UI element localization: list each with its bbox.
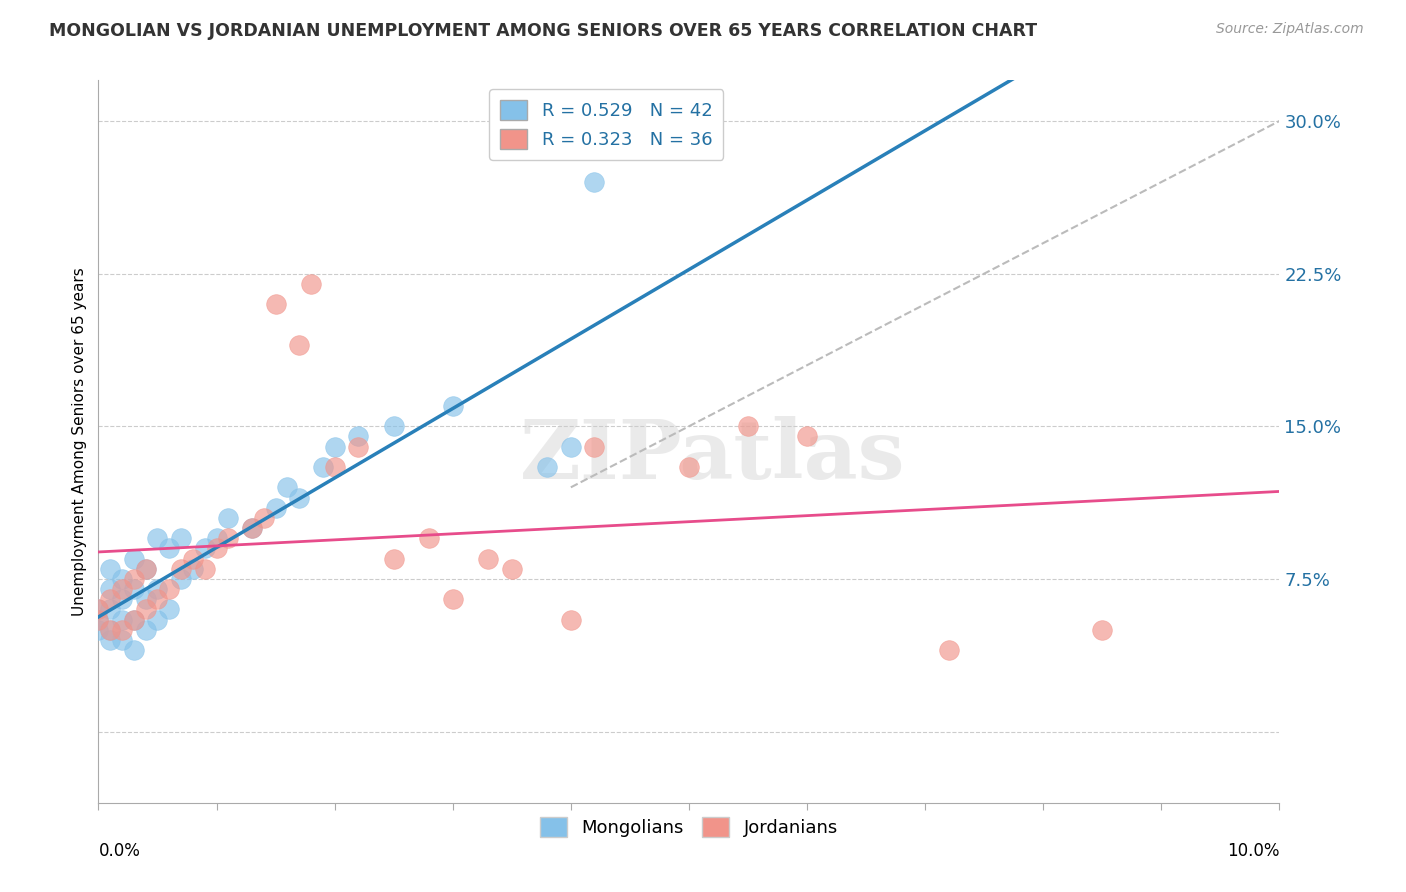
Point: [157, 541, 180, 556]
Point: [111, 582, 134, 596]
Point: [796, 429, 818, 443]
Point: [560, 440, 582, 454]
Point: [264, 297, 287, 311]
Point: [98, 592, 121, 607]
Point: [111, 572, 134, 586]
Point: [264, 500, 287, 515]
Point: [170, 531, 193, 545]
Text: Source: ZipAtlas.com: Source: ZipAtlas.com: [1216, 22, 1364, 37]
Point: [122, 613, 145, 627]
Point: [418, 531, 440, 545]
Point: [205, 541, 228, 556]
Point: [135, 562, 157, 576]
Point: [87, 613, 110, 627]
Point: [122, 643, 145, 657]
Point: [382, 419, 405, 434]
Point: [98, 623, 121, 637]
Point: [194, 562, 217, 576]
Point: [382, 551, 405, 566]
Point: [87, 602, 110, 616]
Point: [536, 460, 558, 475]
Y-axis label: Unemployment Among Seniors over 65 years: Unemployment Among Seniors over 65 years: [72, 268, 87, 615]
Point: [98, 602, 121, 616]
Point: [1091, 623, 1114, 637]
Point: [253, 511, 276, 525]
Point: [477, 551, 499, 566]
Point: [146, 613, 169, 627]
Point: [560, 613, 582, 627]
Point: [98, 623, 121, 637]
Point: [87, 623, 110, 637]
Point: [135, 602, 157, 616]
Point: [146, 531, 169, 545]
Point: [111, 613, 134, 627]
Point: [98, 582, 121, 596]
Point: [122, 572, 145, 586]
Point: [347, 429, 370, 443]
Point: [111, 623, 134, 637]
Point: [87, 602, 110, 616]
Point: [240, 521, 263, 535]
Point: [288, 338, 311, 352]
Point: [146, 582, 169, 596]
Text: 10.0%: 10.0%: [1227, 842, 1279, 860]
Point: [98, 562, 121, 576]
Point: [135, 592, 157, 607]
Text: 0.0%: 0.0%: [98, 842, 141, 860]
Point: [135, 562, 157, 576]
Point: [135, 623, 157, 637]
Point: [583, 440, 606, 454]
Point: [678, 460, 700, 475]
Point: [87, 613, 110, 627]
Point: [299, 277, 322, 291]
Point: [240, 521, 263, 535]
Point: [157, 582, 180, 596]
Point: [98, 632, 121, 647]
Point: [194, 541, 217, 556]
Point: [111, 592, 134, 607]
Point: [323, 440, 346, 454]
Point: [157, 602, 180, 616]
Point: [323, 460, 346, 475]
Point: [583, 175, 606, 189]
Point: [122, 551, 145, 566]
Point: [288, 491, 311, 505]
Point: [217, 531, 239, 545]
Text: ZIPatlas: ZIPatlas: [520, 416, 905, 496]
Point: [181, 562, 204, 576]
Point: [347, 440, 370, 454]
Text: MONGOLIAN VS JORDANIAN UNEMPLOYMENT AMONG SENIORS OVER 65 YEARS CORRELATION CHAR: MONGOLIAN VS JORDANIAN UNEMPLOYMENT AMON…: [49, 22, 1038, 40]
Point: [181, 551, 204, 566]
Point: [146, 592, 169, 607]
Point: [737, 419, 759, 434]
Point: [312, 460, 335, 475]
Point: [122, 582, 145, 596]
Point: [441, 399, 464, 413]
Legend: Mongolians, Jordanians: Mongolians, Jordanians: [533, 810, 845, 845]
Point: [938, 643, 960, 657]
Point: [441, 592, 464, 607]
Point: [111, 632, 134, 647]
Point: [170, 562, 193, 576]
Point: [217, 511, 239, 525]
Point: [501, 562, 523, 576]
Point: [170, 572, 193, 586]
Point: [122, 613, 145, 627]
Point: [205, 531, 228, 545]
Point: [276, 480, 298, 494]
